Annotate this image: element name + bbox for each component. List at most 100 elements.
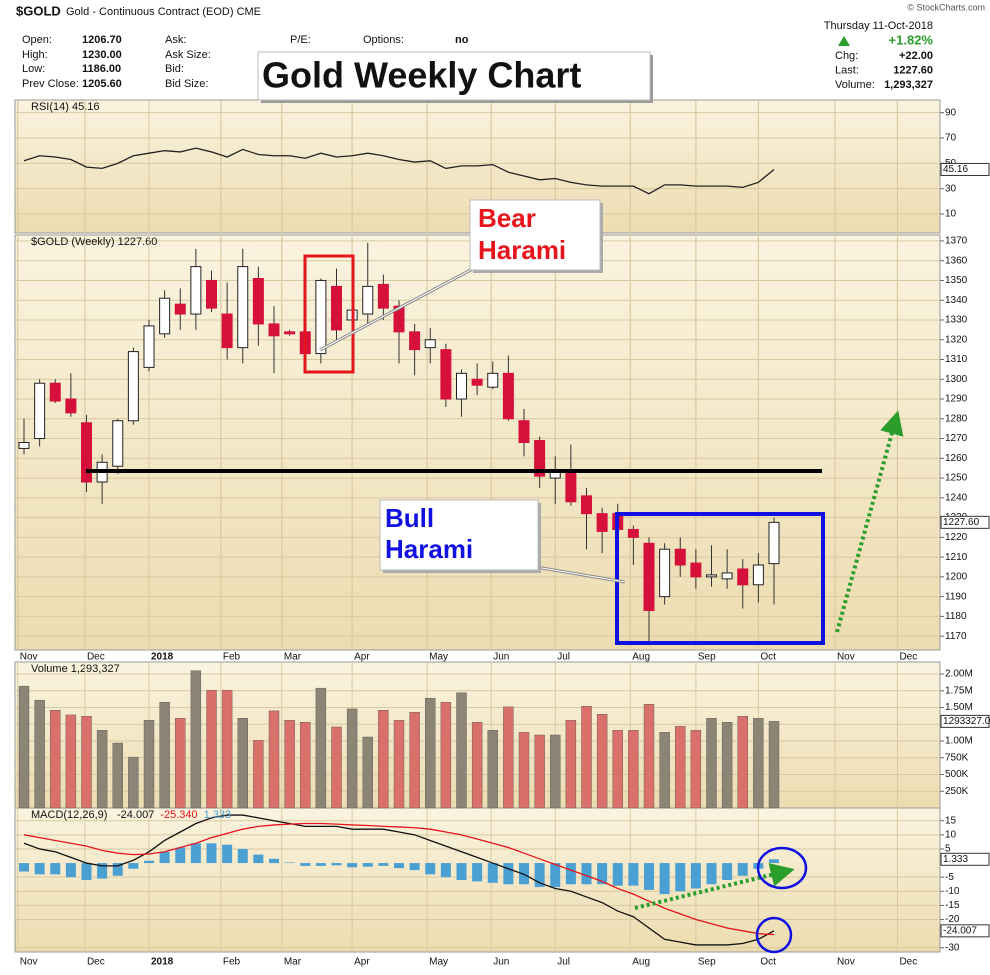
symbol: $GOLD	[16, 3, 61, 18]
candle-body	[377, 283, 389, 309]
histogram-bar	[737, 863, 748, 876]
field-label: Bid:	[165, 63, 184, 75]
x-tick-label: Oct	[760, 957, 776, 968]
volume-bar	[721, 722, 733, 809]
bear-label: Bear	[478, 203, 536, 233]
candle-body	[252, 277, 264, 325]
volume-bar	[425, 697, 436, 809]
volume-bar	[362, 736, 373, 809]
x-tick-label: Aug	[632, 652, 650, 663]
y-tick-label: -10	[945, 886, 960, 897]
candle-body	[34, 382, 46, 440]
candle-body	[206, 279, 217, 309]
candle-body	[331, 285, 342, 331]
x-tick-label: Jul	[557, 957, 570, 968]
bull-box	[615, 512, 825, 645]
histogram-bar	[315, 863, 326, 866]
y-tick-label: 1320	[945, 334, 968, 345]
x-tick-label: Jun	[493, 652, 509, 663]
x-tick-label: Jul	[557, 652, 570, 663]
histogram-bar	[472, 863, 483, 882]
y-tick-label: 90	[945, 107, 957, 118]
candle-body	[627, 528, 639, 538]
up-arrow	[835, 410, 904, 633]
candle-body	[143, 325, 155, 368]
histogram-bar	[206, 843, 217, 864]
volume-bar	[346, 708, 358, 809]
histogram-bar	[128, 863, 139, 869]
histogram-bar	[253, 854, 264, 864]
candle-body	[643, 542, 655, 611]
last-value-box	[940, 852, 990, 866]
volume-bar	[409, 712, 420, 809]
volume-bar	[175, 718, 186, 809]
candle-body	[81, 422, 92, 483]
candle-body	[424, 339, 436, 349]
histogram-bar	[487, 863, 498, 883]
candle-body	[284, 331, 296, 335]
x-tick-label: Apr	[354, 957, 370, 968]
series-line	[23, 822, 775, 936]
x-tick-label: Sep	[698, 957, 716, 968]
candle-body	[674, 548, 686, 566]
x-tick-label: Feb	[223, 957, 241, 968]
y-tick-label: 1.00M	[945, 736, 973, 747]
y-tick-label: 1190	[945, 591, 967, 602]
last-value-box	[940, 162, 990, 176]
candle-body	[768, 521, 780, 565]
y-tick-label: 1310	[945, 354, 968, 365]
candle-body	[362, 285, 374, 315]
candle-body	[174, 303, 186, 315]
candle-body	[581, 495, 592, 515]
volume-bar	[550, 734, 561, 809]
candle-body	[487, 372, 499, 388]
histogram-bar	[237, 848, 248, 864]
histogram-bar	[690, 863, 701, 889]
y-tick-label: 750K	[945, 752, 969, 763]
field-label: High:	[22, 49, 48, 61]
histogram-bar	[565, 863, 576, 885]
y-tick-label: 1330	[945, 315, 968, 326]
panel-title: $GOLD (Weekly) 1227.60	[31, 236, 157, 248]
histogram-bar	[769, 859, 779, 864]
histogram-bar	[190, 843, 201, 864]
volume-bar	[96, 730, 108, 809]
x-tick-label: 2018	[151, 957, 174, 968]
histogram-bar	[362, 863, 373, 867]
bull-pointer-inner	[529, 565, 626, 583]
panel-title: RSI(14) 45.16	[31, 101, 99, 113]
instrument-name: Gold - Continuous Contract (EOD) CME	[66, 6, 261, 18]
histogram-bar	[34, 863, 45, 875]
field-label: Last:	[835, 64, 859, 76]
histogram-bar	[628, 863, 639, 886]
field-value: 1230.00	[82, 49, 122, 61]
histogram-bar	[19, 863, 29, 872]
volume-bar	[737, 716, 748, 809]
candle-body	[549, 471, 561, 479]
candle-body	[393, 305, 405, 333]
histogram-bar	[550, 863, 561, 888]
histogram-bar	[519, 863, 529, 885]
field-value: 1227.60	[893, 64, 933, 76]
candle-body	[565, 471, 577, 503]
legend-value: 1.333	[204, 809, 232, 821]
candle-body	[190, 266, 202, 315]
pct-change: +1.82%	[889, 32, 934, 47]
volume-bar	[471, 722, 483, 809]
y-tick-label: 1360	[945, 255, 968, 266]
volume-bar	[768, 721, 780, 809]
histogram-bar	[675, 863, 686, 892]
volume-bar	[565, 720, 577, 809]
histogram-bar	[97, 863, 108, 879]
volume-bar	[503, 706, 514, 809]
x-tick-label: 2018	[151, 652, 174, 663]
y-tick-label: 1250	[945, 473, 968, 484]
volume-bar	[206, 689, 217, 809]
x-tick-label: Nov	[20, 652, 38, 663]
y-tick-label: 1350	[945, 275, 968, 286]
up-triangle	[838, 36, 850, 46]
volume-bar	[440, 701, 452, 809]
histogram-bar	[644, 863, 654, 890]
histogram-bar	[269, 858, 279, 864]
field-label: Bid Size:	[165, 78, 208, 90]
